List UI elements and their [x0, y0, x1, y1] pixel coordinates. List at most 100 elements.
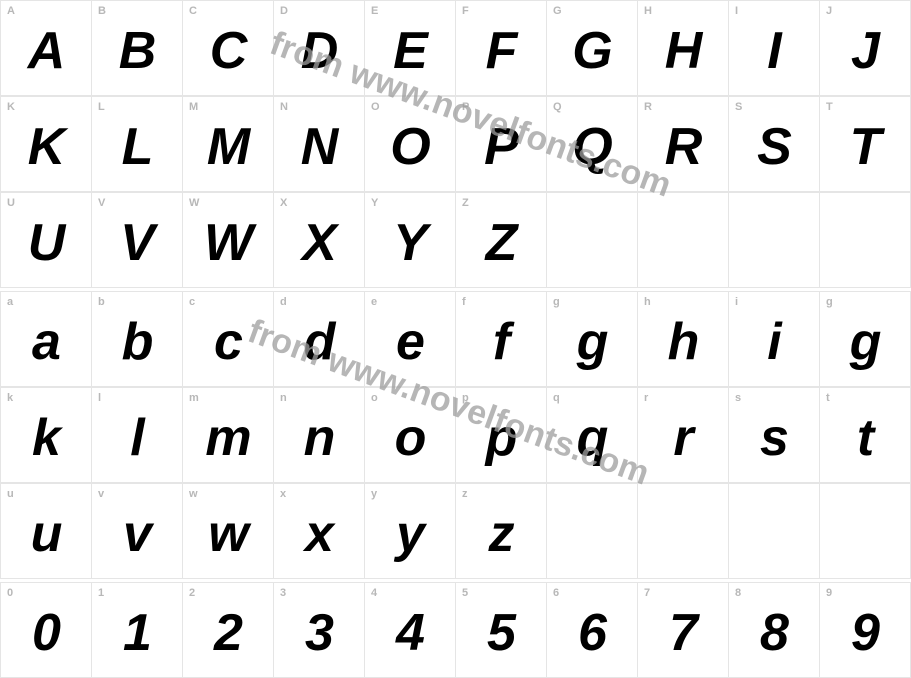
- cell-glyph: [820, 484, 910, 578]
- cell-glyph: D: [274, 1, 364, 95]
- charmap-cell: 11: [92, 583, 183, 678]
- cell-glyph: O: [365, 97, 455, 191]
- font-charmap: AABBCCDDEEFFGGHHIIJJKKLLMMNNOOPPQQRRSSTT…: [0, 0, 911, 678]
- cell-glyph: z: [456, 484, 546, 578]
- cell-glyph: T: [820, 97, 910, 191]
- cell-glyph: t: [820, 388, 910, 482]
- charmap-row: kkllmmnnooppqqrrsstt: [0, 387, 911, 483]
- cell-glyph: 8: [729, 583, 819, 677]
- charmap-cell: LL: [92, 97, 183, 192]
- charmap-cell: 77: [638, 583, 729, 678]
- charmap-cell: nn: [274, 388, 365, 483]
- cell-glyph: [820, 193, 910, 287]
- charmap-cell: 66: [547, 583, 638, 678]
- charmap-row: AABBCCDDEEFFGGHHIIJJ: [0, 0, 911, 96]
- cell-glyph: v: [92, 484, 182, 578]
- cell-glyph: w: [183, 484, 273, 578]
- charmap-cell: ii: [729, 292, 820, 387]
- cell-glyph: H: [638, 1, 728, 95]
- charmap-cell: pp: [456, 388, 547, 483]
- charmap-row: uuvvwwxxyyzz: [0, 483, 911, 579]
- charmap-cell: ee: [365, 292, 456, 387]
- cell-glyph: g: [820, 292, 910, 386]
- charmap-cell: WW: [183, 193, 274, 288]
- cell-glyph: B: [92, 1, 182, 95]
- charmap-cell: [729, 193, 820, 288]
- cell-glyph: [729, 193, 819, 287]
- charmap-cell: BB: [92, 1, 183, 96]
- charmap-cell: yy: [365, 484, 456, 579]
- cell-glyph: I: [729, 1, 819, 95]
- charmap-cell: 44: [365, 583, 456, 678]
- charmap-cell: gg: [547, 292, 638, 387]
- cell-glyph: W: [183, 193, 273, 287]
- cell-glyph: N: [274, 97, 364, 191]
- charmap-cell: CC: [183, 1, 274, 96]
- charmap-cell: [547, 193, 638, 288]
- charmap-cell: PP: [456, 97, 547, 192]
- cell-glyph: A: [1, 1, 91, 95]
- charmap-row: aabbccddeeffgghhiigg: [0, 291, 911, 387]
- cell-glyph: h: [638, 292, 728, 386]
- cell-glyph: s: [729, 388, 819, 482]
- cell-glyph: i: [729, 292, 819, 386]
- charmap-cell: [547, 484, 638, 579]
- charmap-cell: MM: [183, 97, 274, 192]
- cell-glyph: a: [1, 292, 91, 386]
- cell-glyph: P: [456, 97, 546, 191]
- cell-glyph: y: [365, 484, 455, 578]
- charmap-cell: 33: [274, 583, 365, 678]
- charmap-cell: XX: [274, 193, 365, 288]
- charmap-cell: OO: [365, 97, 456, 192]
- charmap-cell: YY: [365, 193, 456, 288]
- cell-glyph: 1: [92, 583, 182, 677]
- cell-glyph: d: [274, 292, 364, 386]
- charmap-cell: ff: [456, 292, 547, 387]
- charmap-cell: JJ: [820, 1, 911, 96]
- charmap-cell: RR: [638, 97, 729, 192]
- charmap-cell: [638, 484, 729, 579]
- cell-glyph: e: [365, 292, 455, 386]
- cell-glyph: k: [1, 388, 91, 482]
- charmap-cell: ww: [183, 484, 274, 579]
- charmap-cell: xx: [274, 484, 365, 579]
- charmap-cell: FF: [456, 1, 547, 96]
- cell-glyph: M: [183, 97, 273, 191]
- cell-glyph: o: [365, 388, 455, 482]
- cell-glyph: b: [92, 292, 182, 386]
- charmap-cell: tt: [820, 388, 911, 483]
- charmap-cell: rr: [638, 388, 729, 483]
- cell-glyph: C: [183, 1, 273, 95]
- charmap-cell: [820, 484, 911, 579]
- charmap-cell: TT: [820, 97, 911, 192]
- charmap-cell: dd: [274, 292, 365, 387]
- charmap-cell: aa: [1, 292, 92, 387]
- cell-glyph: c: [183, 292, 273, 386]
- cell-glyph: J: [820, 1, 910, 95]
- cell-glyph: 5: [456, 583, 546, 677]
- cell-glyph: [547, 484, 637, 578]
- charmap-cell: ZZ: [456, 193, 547, 288]
- charmap-cell: HH: [638, 1, 729, 96]
- charmap-cell: [820, 193, 911, 288]
- charmap-row: UUVVWWXXYYZZ: [0, 192, 911, 288]
- charmap-cell: uu: [1, 484, 92, 579]
- charmap-cell: UU: [1, 193, 92, 288]
- cell-glyph: F: [456, 1, 546, 95]
- charmap-cell: qq: [547, 388, 638, 483]
- cell-glyph: [638, 484, 728, 578]
- cell-glyph: Q: [547, 97, 637, 191]
- charmap-cell: cc: [183, 292, 274, 387]
- cell-glyph: 4: [365, 583, 455, 677]
- charmap-cell: kk: [1, 388, 92, 483]
- charmap-cell: oo: [365, 388, 456, 483]
- charmap-cell: hh: [638, 292, 729, 387]
- charmap-cell: mm: [183, 388, 274, 483]
- cell-glyph: p: [456, 388, 546, 482]
- charmap-cell: GG: [547, 1, 638, 96]
- cell-glyph: 6: [547, 583, 637, 677]
- cell-glyph: u: [1, 484, 91, 578]
- charmap-cell: EE: [365, 1, 456, 96]
- cell-glyph: V: [92, 193, 182, 287]
- charmap-cell: SS: [729, 97, 820, 192]
